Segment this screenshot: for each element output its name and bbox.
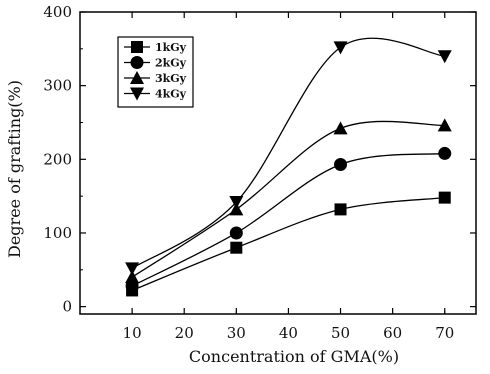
x-tick-label-20: 20 bbox=[175, 324, 194, 342]
plot-frame bbox=[79, 11, 477, 315]
data-point-2kGy-50 bbox=[334, 157, 348, 171]
data-point-4kGy-70 bbox=[437, 50, 452, 64]
x-tick-label-70: 70 bbox=[435, 324, 454, 342]
data-point-4kGy-50 bbox=[333, 41, 348, 55]
x-tick-label-10: 10 bbox=[123, 324, 142, 342]
data-point-1kGy-70 bbox=[438, 191, 451, 204]
data-point-3kGy-10 bbox=[125, 270, 140, 284]
legend-marker-3kGy bbox=[130, 71, 144, 84]
series-1kGy bbox=[126, 191, 451, 297]
x-axis-title: Concentration of GMA(%) bbox=[189, 347, 399, 366]
y-axis-title: Degree of grafting(%) bbox=[5, 80, 24, 258]
series-line-4kGy bbox=[131, 37, 445, 269]
series-4kGy bbox=[125, 37, 452, 276]
data-point-4kGy-30 bbox=[229, 196, 244, 210]
y-tick-label-300: 300 bbox=[43, 77, 72, 95]
legend: 1kGy 2kGy 3kGy 4kGy bbox=[117, 36, 194, 108]
legend-marker-2kGy bbox=[130, 56, 144, 69]
series-group bbox=[125, 37, 452, 297]
series-2kGy bbox=[125, 146, 452, 293]
data-point-3kGy-70 bbox=[437, 118, 452, 132]
x-tick-label-60: 60 bbox=[383, 324, 402, 342]
data-point-3kGy-50 bbox=[333, 121, 348, 135]
legend-marker-4kGy bbox=[130, 87, 144, 101]
legend-label-1kGy: 1kGy bbox=[155, 41, 187, 54]
y-tick-label-200: 200 bbox=[43, 150, 72, 168]
data-point-1kGy-30 bbox=[230, 241, 243, 254]
series-line-3kGy bbox=[131, 120, 445, 278]
x-tick-label-50: 50 bbox=[331, 324, 350, 342]
legend-box bbox=[117, 36, 194, 108]
data-point-2kGy-30 bbox=[229, 226, 243, 240]
data-point-1kGy-50 bbox=[334, 203, 347, 216]
legend-marker-1kGy bbox=[131, 41, 143, 53]
series-line-1kGy bbox=[131, 196, 445, 292]
x-tick-label-30: 30 bbox=[227, 324, 246, 342]
y-tick-label-0: 0 bbox=[62, 298, 72, 316]
data-point-2kGy-70 bbox=[438, 146, 452, 160]
data-point-4kGy-10 bbox=[125, 262, 140, 276]
y-tick-label-100: 100 bbox=[43, 224, 72, 242]
series-line-2kGy bbox=[131, 152, 445, 287]
axis-ticks: 10 20 30 40 50 60 70 0 100 200 300 400 bbox=[43, 3, 476, 342]
legend-label-4kGy: 4kGy bbox=[155, 88, 187, 101]
legend-label-3kGy: 3kGy bbox=[155, 72, 187, 85]
y-tick-label-400: 400 bbox=[43, 3, 72, 21]
plot-area bbox=[79, 11, 477, 315]
x-tick-label-40: 40 bbox=[279, 324, 298, 342]
legend-label-2kGy: 2kGy bbox=[155, 57, 187, 70]
